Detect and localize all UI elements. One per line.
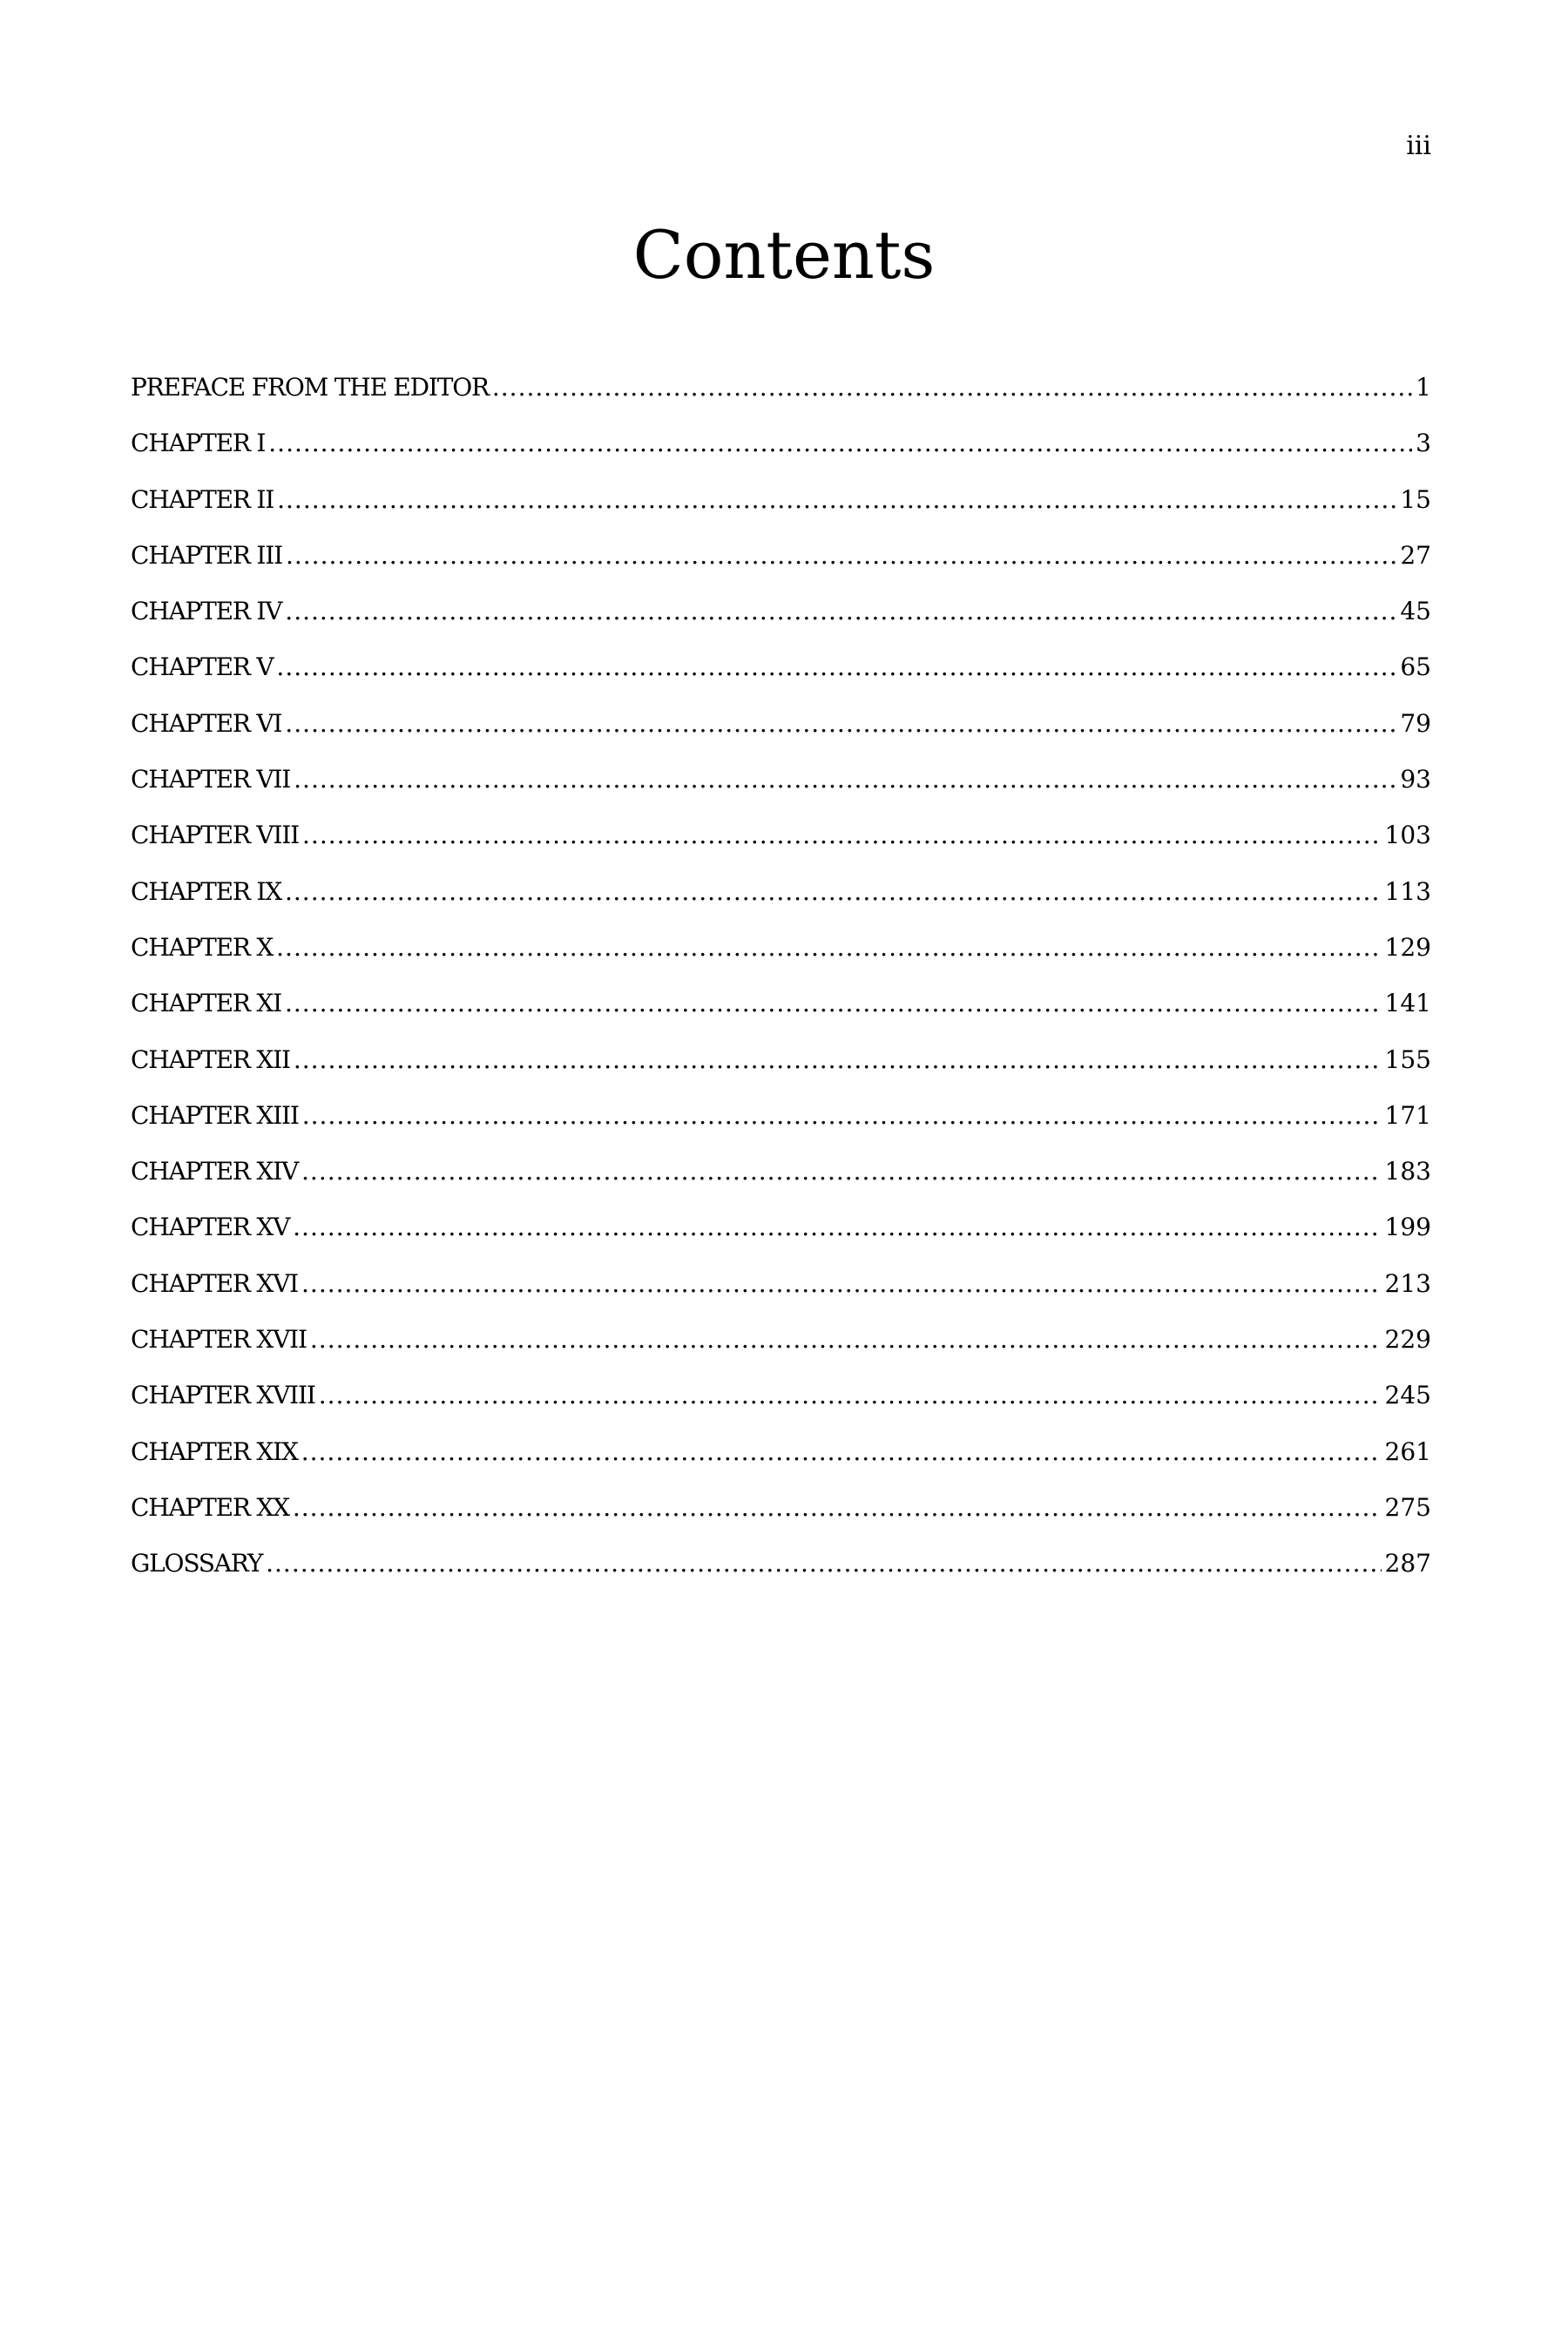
dot-leader xyxy=(293,1493,1382,1522)
toc-entry-page: 79 xyxy=(1400,708,1431,738)
toc-entry-label: CHAPTER XIV xyxy=(131,1157,299,1186)
toc-entry-label: CHAPTER X xyxy=(131,932,274,962)
dot-leader xyxy=(294,765,1396,794)
toc-entry-page: 103 xyxy=(1384,821,1431,850)
toc-entry-page: 129 xyxy=(1384,932,1431,962)
toc-entry[interactable]: CHAPTER IV 45 xyxy=(131,597,1431,652)
toc-entry-label: CHAPTER XI xyxy=(131,989,282,1018)
dot-leader xyxy=(285,597,1396,625)
toc-entry-label: CHAPTER IV xyxy=(131,597,282,626)
toc-entry-label: CHAPTER VII xyxy=(131,765,291,794)
toc-entry-label: CHAPTER VI xyxy=(131,708,282,738)
toc-entry-label: CHAPTER XV xyxy=(131,1213,290,1242)
page-number: iii xyxy=(1406,131,1431,161)
toc-entry-label: CHAPTER XII xyxy=(131,1044,291,1074)
toc-entry[interactable]: CHAPTER VII 93 xyxy=(131,765,1431,821)
toc-entry[interactable]: CHAPTER XV 199 xyxy=(131,1213,1431,1268)
toc-entry-page: 275 xyxy=(1384,1492,1431,1522)
toc-entry-page: 171 xyxy=(1384,1100,1431,1130)
toc-entry-page: 27 xyxy=(1400,540,1431,570)
dot-leader xyxy=(285,709,1396,738)
toc-entry-page: 141 xyxy=(1384,989,1431,1018)
dot-leader xyxy=(277,485,1396,514)
dot-leader xyxy=(310,1325,1382,1354)
toc-entry-page: 1 xyxy=(1416,373,1431,402)
toc-entry[interactable]: CHAPTER I 3 xyxy=(131,429,1431,484)
toc-entry-page: 155 xyxy=(1384,1044,1431,1074)
dot-leader xyxy=(319,1381,1382,1409)
toc-entry-label: CHAPTER XIX xyxy=(131,1436,299,1466)
dot-leader xyxy=(285,989,1382,1017)
dot-leader xyxy=(276,652,1396,681)
toc-entry[interactable]: CHAPTER XVII 229 xyxy=(131,1325,1431,1381)
toc-entry-label: CHAPTER XIII xyxy=(131,1100,300,1130)
toc-entry[interactable]: GLOSSARY 287 xyxy=(131,1549,1431,1605)
toc-entry[interactable]: CHAPTER VIII 103 xyxy=(131,821,1431,876)
dot-leader xyxy=(301,1437,1382,1466)
toc-entry[interactable]: CHAPTER XVI 213 xyxy=(131,1269,1431,1325)
dot-leader xyxy=(268,429,1412,457)
dot-leader xyxy=(294,1045,1382,1074)
page-title: Contents xyxy=(632,216,936,294)
toc-entry[interactable]: CHAPTER VI 79 xyxy=(131,709,1431,765)
dot-leader xyxy=(302,821,1382,849)
toc-entry-page: 15 xyxy=(1400,484,1431,514)
dot-leader xyxy=(266,1549,1381,1578)
toc-entry-page: 261 xyxy=(1384,1436,1431,1466)
toc-entry[interactable]: CHAPTER IX 113 xyxy=(131,877,1431,933)
toc-entry-page: 229 xyxy=(1384,1325,1431,1355)
dot-leader xyxy=(301,1269,1382,1298)
dot-leader xyxy=(293,1213,1381,1241)
toc-entry-label: CHAPTER III xyxy=(131,540,283,570)
toc-entry-label: CHAPTER XVII xyxy=(131,1325,308,1355)
toc-entry-page: 287 xyxy=(1384,1549,1431,1578)
toc-entry-label: CHAPTER XX xyxy=(131,1492,290,1522)
toc-entry[interactable]: CHAPTER XI 141 xyxy=(131,989,1431,1044)
toc-entry-page: 65 xyxy=(1400,652,1431,682)
toc-entry-page: 113 xyxy=(1384,876,1431,906)
dot-leader xyxy=(286,541,1396,570)
toc-entry[interactable]: CHAPTER X 129 xyxy=(131,933,1431,989)
toc-entry[interactable]: CHAPTER XIII 171 xyxy=(131,1101,1431,1157)
toc-entry[interactable]: PREFACE FROM THE EDITOR 1 xyxy=(131,373,1431,429)
toc-entry[interactable]: CHAPTER XX 275 xyxy=(131,1493,1431,1549)
toc-entry-page: 183 xyxy=(1384,1157,1431,1186)
toc-entry-label: CHAPTER II xyxy=(131,484,274,514)
toc-entry[interactable]: CHAPTER XVIII 245 xyxy=(131,1381,1431,1436)
toc-entry[interactable]: CHAPTER XIV 183 xyxy=(131,1157,1431,1213)
toc-entry[interactable]: CHAPTER V 65 xyxy=(131,652,1431,708)
toc-entry-label: CHAPTER XVIII xyxy=(131,1381,316,1410)
toc-entry-label: CHAPTER V xyxy=(131,652,274,682)
table-of-contents: PREFACE FROM THE EDITOR1CHAPTER I3CHAPTE… xyxy=(131,373,1431,1605)
toc-entry-label: CHAPTER VIII xyxy=(131,821,300,850)
toc-entry-label: CHAPTER IX xyxy=(131,876,282,906)
toc-entry-page: 3 xyxy=(1416,429,1431,458)
toc-entry[interactable]: CHAPTER II 15 xyxy=(131,485,1431,541)
toc-entry-page: 45 xyxy=(1400,597,1431,626)
toc-entry-label: PREFACE FROM THE EDITOR xyxy=(131,373,490,402)
toc-entry[interactable]: CHAPTER XIX 261 xyxy=(131,1437,1431,1493)
dot-leader xyxy=(492,373,1412,402)
toc-entry-label: GLOSSARY xyxy=(131,1549,263,1578)
dot-leader xyxy=(301,1157,1382,1186)
toc-entry-page: 199 xyxy=(1384,1213,1431,1242)
toc-entry-label: CHAPTER XVI xyxy=(131,1268,299,1298)
dot-leader xyxy=(276,933,1381,962)
toc-entry-page: 213 xyxy=(1384,1268,1431,1298)
toc-entry[interactable]: CHAPTER III 27 xyxy=(131,541,1431,597)
toc-entry-page: 93 xyxy=(1400,765,1431,794)
toc-entry-label: CHAPTER I xyxy=(131,429,266,458)
toc-entry-page: 245 xyxy=(1384,1381,1431,1410)
toc-entry[interactable]: CHAPTER XII 155 xyxy=(131,1045,1431,1101)
dot-leader xyxy=(302,1101,1382,1130)
dot-leader xyxy=(285,877,1382,906)
